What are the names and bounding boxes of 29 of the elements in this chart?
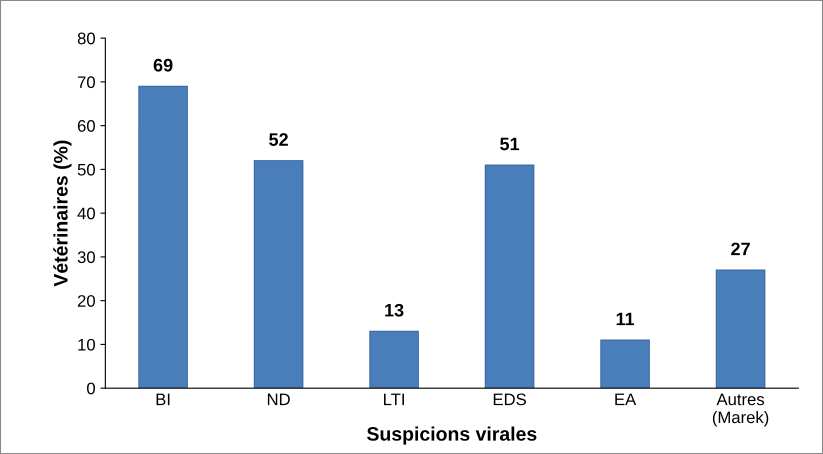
y-tick-label: 60 bbox=[78, 120, 95, 132]
y-tick-label: 80 bbox=[78, 32, 95, 44]
x-tick-label: EA bbox=[615, 394, 636, 406]
x-tick-label: EDS bbox=[494, 393, 526, 406]
x-tick-label: ND bbox=[268, 394, 290, 406]
y-tick-label: 70 bbox=[78, 76, 95, 88]
bar bbox=[600, 339, 650, 388]
y-tick-label: 40 bbox=[77, 208, 95, 220]
x-tick-label: BI bbox=[156, 394, 170, 406]
bar bbox=[138, 86, 188, 388]
bar bbox=[484, 164, 534, 388]
data-label: 11 bbox=[616, 312, 634, 326]
y-tick-label: 30 bbox=[78, 251, 95, 264]
y-tick-label: 10 bbox=[78, 338, 95, 351]
x-tick-label: Autres (Marek) bbox=[712, 394, 768, 427]
bar bbox=[716, 269, 766, 388]
y-tick-label: 20 bbox=[78, 295, 95, 307]
data-label: 13 bbox=[385, 304, 404, 317]
y-tick-label: 0 bbox=[87, 382, 95, 394]
bar bbox=[369, 330, 419, 388]
x-axis-title: Suspicions virales bbox=[367, 426, 536, 445]
data-label: 27 bbox=[731, 242, 750, 256]
x-tick-label: LTI bbox=[384, 394, 404, 406]
data-label: 51 bbox=[500, 138, 520, 150]
data-label: 52 bbox=[269, 133, 288, 146]
data-label: 69 bbox=[154, 58, 172, 72]
y-tick-label: 50 bbox=[78, 164, 95, 176]
y-axis-title: Vétérinaires (%) bbox=[53, 140, 72, 287]
bar bbox=[254, 160, 304, 388]
